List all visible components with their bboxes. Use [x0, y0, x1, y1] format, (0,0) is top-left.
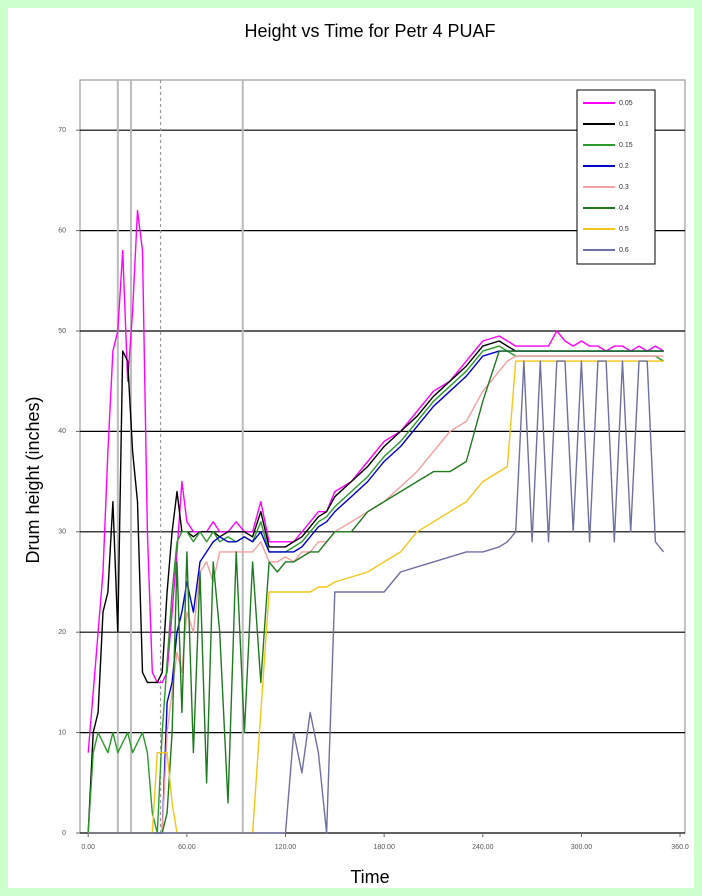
- legend-label: 0.2: [619, 163, 629, 170]
- x-tick-label: 60.00: [178, 844, 196, 851]
- y-tick-label: 70: [58, 127, 66, 134]
- legend-box: [576, 89, 656, 265]
- y-tick-label: 30: [58, 529, 66, 536]
- grid: 0 10 20 30 40 50 60 70 0.00 60.00 120.00 180.00 240.…: [58, 80, 689, 851]
- x-tick-label: 300.00: [571, 844, 593, 851]
- lines: [87, 209, 665, 834]
- y-tick-label: 10: [58, 729, 66, 736]
- legend-label: 0.6: [619, 247, 629, 254]
- legend-label: 0.4: [619, 205, 629, 212]
- legend-label: 0.1: [619, 121, 629, 128]
- x-tick-label: 240.00: [472, 844, 494, 851]
- x-tick-label: 120.00: [275, 844, 297, 851]
- legend-label: 0.3: [619, 184, 629, 191]
- series-line: [87, 209, 664, 753]
- legend: 0.05 0.1 0.15 0.2 0.3 0.4 0.5 0.6: [576, 89, 656, 265]
- series-line: [88, 360, 665, 834]
- chart-title: Height vs Time for Petr 4 PUAF: [244, 21, 495, 41]
- y-tick-label: 20: [58, 629, 66, 636]
- y-tick-label: 0: [62, 830, 66, 837]
- y-tick-label: 40: [58, 428, 66, 435]
- x-tick-label: 180.00: [373, 844, 395, 851]
- legend-label: 0.5: [619, 226, 629, 233]
- x-tick-label: 360.0: [671, 844, 689, 851]
- y-tick-label: 50: [58, 328, 66, 335]
- y-tick-label: 60: [58, 227, 66, 234]
- x-axis-label: Time: [350, 867, 389, 887]
- x-tick-label: 0.00: [81, 844, 95, 851]
- legend-label: 0.15: [619, 142, 633, 149]
- legend-label: 0.05: [619, 100, 633, 107]
- y-axis-label: Drum height (inches): [23, 396, 43, 563]
